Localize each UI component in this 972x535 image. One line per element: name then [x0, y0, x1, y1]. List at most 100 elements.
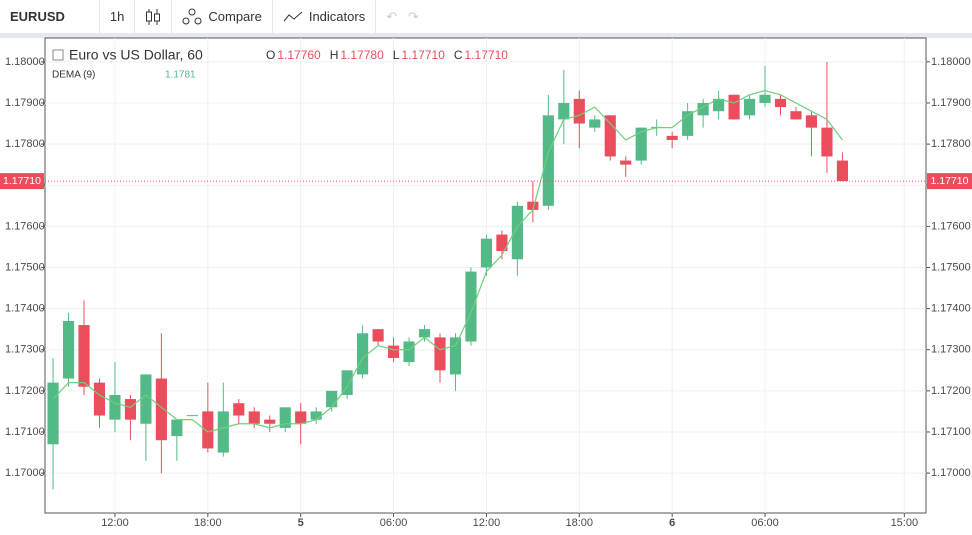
candle-body — [666, 135, 678, 140]
candle-body — [93, 382, 106, 416]
candle-body — [836, 160, 848, 182]
legend-key: H — [330, 48, 339, 62]
candle-body — [140, 374, 152, 424]
candle-body — [341, 370, 353, 395]
candle-body — [186, 415, 198, 417]
candle-body — [387, 345, 400, 358]
y-tick-label: 1.17900 — [5, 97, 45, 109]
interval[interactable]: 1h — [100, 0, 136, 33]
candle-icon — [146, 8, 161, 25]
indicators-label: Indicators — [308, 9, 366, 24]
y-tick-label: 1.17900 — [931, 97, 971, 109]
candle-body — [326, 390, 338, 408]
candle-body — [496, 234, 508, 252]
compare-label: Compare — [208, 9, 262, 24]
candle-body — [728, 94, 740, 120]
x-tick-label: 6 — [669, 517, 675, 529]
y-tick-label: 1.17400 — [5, 303, 45, 315]
candle-body — [434, 337, 446, 371]
indicator-name: DEMA (9) — [52, 70, 95, 81]
x-tick-label: 18:00 — [566, 517, 594, 529]
candle-body — [248, 411, 260, 424]
y-tick-label: 1.17400 — [931, 303, 971, 315]
y-tick-label: 1.17500 — [5, 261, 45, 273]
candle-body — [480, 238, 493, 268]
symbol[interactable]: EURUSD — [0, 0, 100, 33]
last-price-badge — [927, 173, 972, 190]
candle-body — [217, 411, 229, 453]
candle-body — [78, 325, 90, 387]
legend-key: O — [266, 48, 275, 62]
candle-body — [47, 382, 59, 445]
candle-body — [372, 329, 384, 342]
y-tick-label: 1.17200 — [931, 385, 971, 397]
x-tick-label: 15:00 — [891, 517, 919, 529]
candle-body — [713, 98, 725, 112]
last-price-label: 1.17710 — [3, 175, 41, 187]
y-tick-label: 1.17000 — [931, 467, 971, 479]
legend-value: 1.17760 — [277, 48, 321, 62]
candle-body — [357, 333, 369, 375]
x-tick-label: 06:00 — [751, 517, 779, 529]
plot-frame — [44, 37, 927, 514]
indicators-button[interactable]: Indicators — [273, 0, 377, 33]
candle-body — [697, 102, 709, 116]
y-tick-label: 1.17300 — [931, 344, 971, 356]
candle-body — [109, 394, 121, 420]
candle-body — [620, 160, 632, 165]
y-tick-label: 1.17500 — [931, 261, 971, 273]
candle-body — [790, 111, 802, 120]
candle-body — [279, 407, 291, 428]
x-tick-label: 12:00 — [473, 517, 501, 529]
indicator-value: 1.1781 — [165, 70, 196, 81]
candle-body — [511, 205, 523, 260]
x-tick-label: 06:00 — [380, 517, 408, 529]
y-tick-label: 1.17800 — [5, 138, 45, 150]
compare-button[interactable]: Compare — [172, 0, 273, 33]
undo-redo[interactable]: ↶ ↷ — [386, 8, 419, 24]
y-tick-label: 1.17200 — [5, 385, 45, 397]
candle-body — [465, 271, 477, 342]
y-tick-label: 1.18000 — [931, 56, 971, 68]
y-tick-label: 1.18000 — [5, 56, 45, 68]
candle-body — [589, 119, 601, 128]
candle-body — [155, 378, 167, 441]
candle-body — [558, 102, 570, 120]
x-tick-label: 18:00 — [194, 517, 222, 529]
candle-body — [295, 411, 307, 424]
legend-key: L — [393, 48, 400, 62]
y-tick-label: 1.17100 — [931, 426, 971, 438]
candle-body — [542, 115, 554, 206]
candle-body — [310, 411, 322, 420]
y-tick-label: 1.17600 — [5, 220, 45, 232]
candle-body — [604, 115, 616, 157]
candle-body — [449, 337, 462, 375]
legend-title: Euro vs US Dollar, 60 — [69, 47, 203, 63]
y-tick-label: 1.17600 — [931, 220, 971, 232]
legend-value: 1.17780 — [340, 48, 384, 62]
chart-style[interactable] — [135, 0, 173, 33]
y-tick-label: 1.17300 — [5, 344, 45, 356]
candle-body — [682, 111, 694, 136]
candle-body — [403, 341, 415, 363]
candle-body — [527, 201, 539, 210]
candle-body — [635, 127, 647, 161]
toolbar-separator — [0, 33, 972, 38]
legend-key: C — [454, 48, 463, 62]
y-tick-label: 1.17100 — [5, 426, 45, 438]
legend-toggle — [52, 49, 64, 61]
candle-body — [759, 94, 771, 103]
candle-body — [233, 403, 245, 416]
legend-value: 1.17710 — [465, 48, 509, 62]
candle-body — [62, 320, 75, 379]
y-tick-label: 1.17800 — [931, 138, 971, 150]
toolbar: EURUSD 1h Compare Indicators ↶ ↷ — [0, 0, 972, 33]
candle-body — [821, 127, 833, 157]
candle-body — [418, 329, 431, 338]
last-price-label: 1.17710 — [931, 175, 969, 187]
candle-body — [202, 411, 214, 449]
compare-icon — [182, 8, 202, 24]
candle-body — [573, 98, 585, 124]
